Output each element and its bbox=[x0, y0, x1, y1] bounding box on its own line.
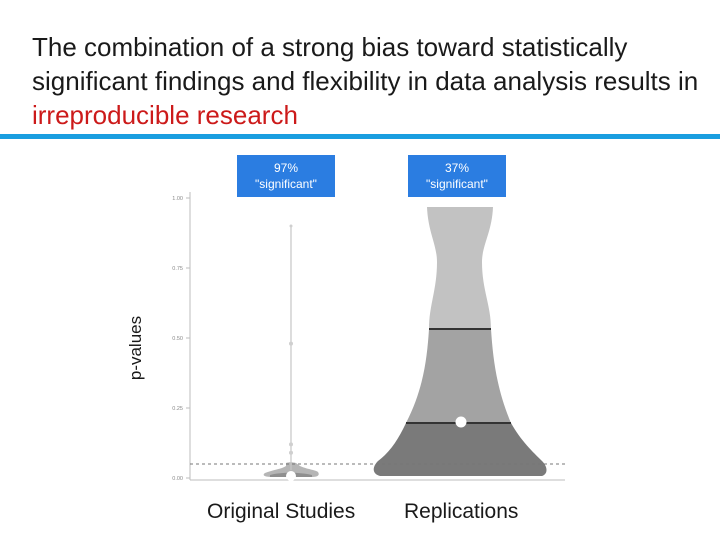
category-label-replications: Replications bbox=[404, 500, 519, 523]
title-accent-text: irreproducible research bbox=[32, 100, 298, 130]
original-outlier-point bbox=[289, 450, 293, 455]
replications-mean-point bbox=[455, 416, 467, 428]
original-outliers bbox=[289, 224, 293, 455]
y-tick-label: 0.75 bbox=[172, 266, 183, 272]
original-mean-point bbox=[286, 471, 296, 481]
callout-replications-significant: 37% "significant" bbox=[408, 155, 506, 197]
callout-replications-percent: 37% bbox=[444, 161, 470, 175]
original-whisker-cap bbox=[289, 224, 293, 228]
replications-violin-upper bbox=[427, 207, 493, 329]
original-outlier-point bbox=[289, 442, 293, 447]
replications-violin-lower bbox=[373, 423, 547, 476]
y-tick-label: 0.25 bbox=[172, 406, 183, 412]
original-outlier-point bbox=[289, 341, 293, 346]
replications-violin-middle bbox=[406, 329, 511, 423]
callout-replications-text: "significant" bbox=[426, 177, 488, 191]
y-axis-label: p-values bbox=[126, 315, 145, 381]
y-axis-ticks: 0.00 0.25 0.50 0.75 1.00 bbox=[172, 196, 190, 482]
y-tick-label: 0.00 bbox=[172, 476, 183, 482]
callout-original-significant: 97% "significant" bbox=[237, 155, 335, 197]
slide-title: The combination of a strong bias toward … bbox=[32, 30, 702, 132]
y-tick-label: 0.50 bbox=[172, 336, 183, 342]
callout-original-text: "significant" bbox=[255, 177, 317, 191]
category-label-original: Original Studies bbox=[207, 500, 356, 523]
title-divider bbox=[0, 134, 720, 139]
y-tick-label: 1.00 bbox=[172, 196, 183, 202]
title-text: The combination of a strong bias toward … bbox=[32, 32, 699, 96]
callout-original-percent: 97% bbox=[273, 161, 299, 175]
